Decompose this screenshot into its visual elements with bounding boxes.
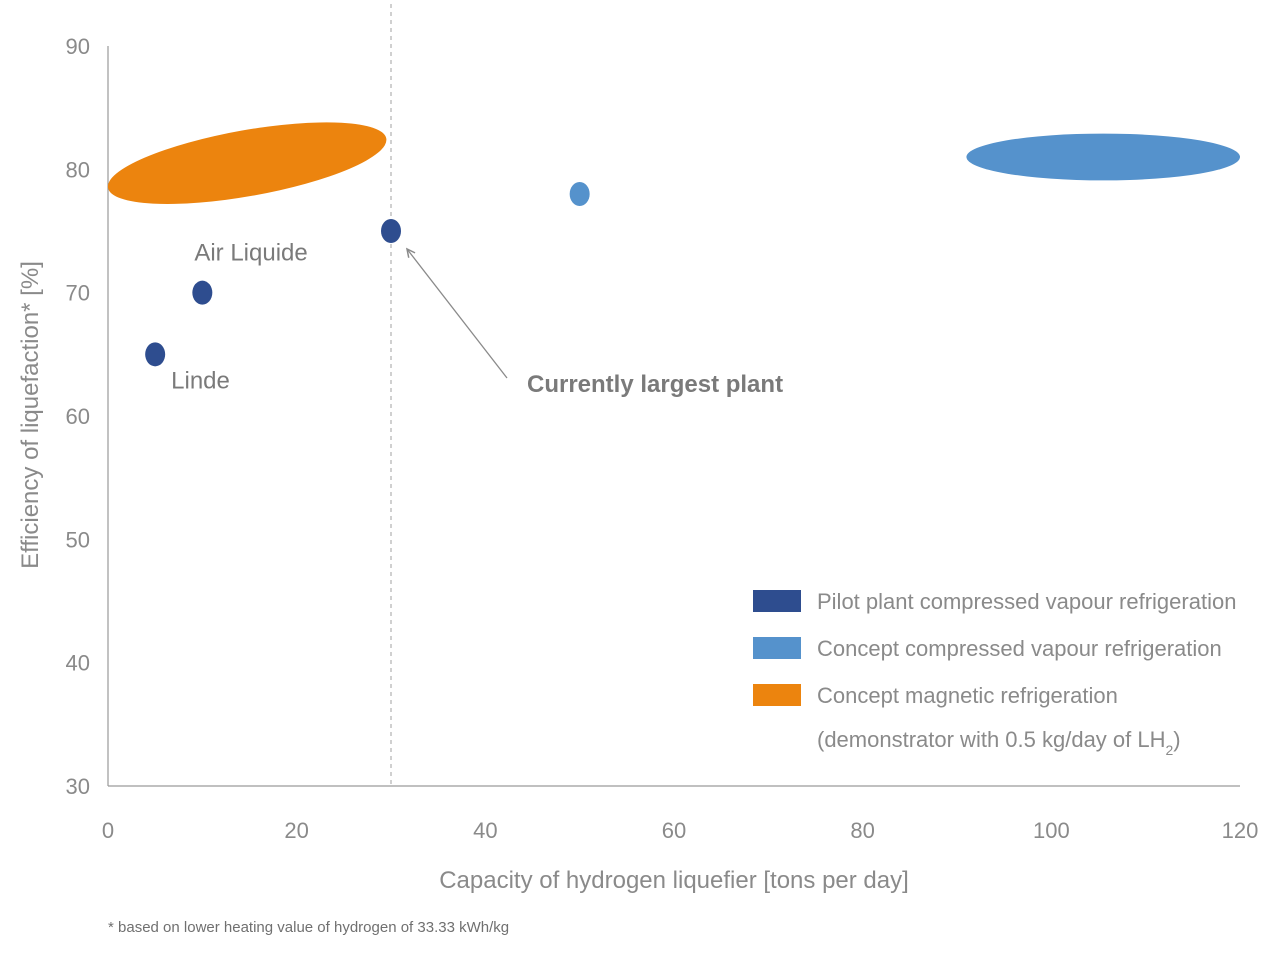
y-tick-label: 60 bbox=[66, 404, 90, 429]
concept-compressed-region bbox=[966, 133, 1240, 181]
x-tick-label: 40 bbox=[473, 818, 497, 843]
pilot-plant-point bbox=[192, 280, 213, 305]
y-tick-label: 40 bbox=[66, 651, 90, 676]
legend-swatch bbox=[753, 684, 801, 706]
legend-swatch bbox=[753, 590, 801, 612]
annotation-currently-largest-plant: Currently largest plant bbox=[527, 371, 783, 398]
x-tick-label: 120 bbox=[1222, 818, 1259, 843]
legend-swatch bbox=[753, 637, 801, 659]
legend-label-line2: (demonstrator with 0.5 kg/day of LH2) bbox=[817, 727, 1181, 758]
legend: Pilot plant compressed vapour refrigerat… bbox=[753, 589, 1236, 758]
point-label-linde: Linde bbox=[171, 367, 230, 394]
y-tick-label: 90 bbox=[66, 34, 90, 59]
pilot-plant-point bbox=[145, 342, 166, 367]
y-tick-label: 50 bbox=[66, 527, 90, 552]
x-tick-label: 60 bbox=[662, 818, 686, 843]
pilot-plant-point bbox=[381, 219, 401, 243]
legend-label: Concept magnetic refrigeration bbox=[817, 683, 1118, 708]
annotation-arrow bbox=[405, 247, 508, 379]
magnetic-refrigeration-region bbox=[107, 122, 387, 204]
y-tick-label: 70 bbox=[66, 281, 90, 306]
concept-compressed-point bbox=[569, 182, 590, 206]
axes: 0 20 40 60 80 100 120 30 40 50 60 70 80 90 bbox=[66, 34, 1259, 843]
y-tick-label: 30 bbox=[66, 774, 90, 799]
x-tick-label: 20 bbox=[284, 818, 308, 843]
y-axis-title: Efficiency of liquefaction* [%] bbox=[17, 261, 44, 569]
y-tick-label: 80 bbox=[66, 157, 90, 182]
x-tick-label: 80 bbox=[850, 818, 874, 843]
x-tick-label: 100 bbox=[1033, 818, 1070, 843]
point-label-air-liquide: Air Liquide bbox=[194, 240, 307, 267]
footnote: * based on lower heating value of hydrog… bbox=[108, 919, 509, 936]
plot-marks: Linde Air Liquide Currently largest plant bbox=[107, 4, 1240, 786]
x-tick-label: 0 bbox=[102, 818, 114, 843]
x-axis-title: Capacity of hydrogen liquefier [tons per… bbox=[439, 867, 909, 894]
legend-label: Pilot plant compressed vapour refrigerat… bbox=[817, 589, 1236, 614]
legend-label: Concept compressed vapour refrigeration bbox=[817, 636, 1222, 661]
